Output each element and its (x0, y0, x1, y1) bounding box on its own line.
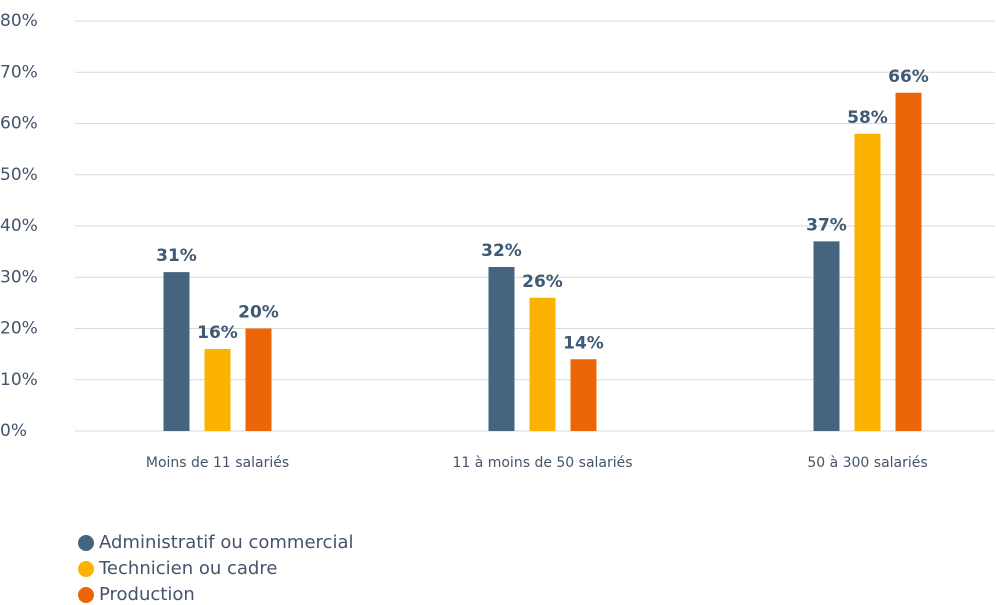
legend-label: Administratif ou commercial (99, 532, 353, 553)
bar (245, 328, 272, 431)
bar (163, 272, 190, 431)
legend-marker (78, 587, 94, 603)
y-tick-label: 40% (0, 216, 38, 236)
value-label: 31% (156, 246, 197, 266)
y-tick-label: 0% (0, 421, 27, 441)
value-label: 20% (238, 303, 279, 323)
bar (895, 92, 922, 431)
bar (813, 241, 840, 431)
value-label: 32% (481, 241, 522, 261)
value-label: 14% (563, 333, 604, 353)
y-tick-label: 20% (0, 319, 38, 339)
y-tick-label: 70% (0, 62, 38, 82)
bar (570, 359, 597, 431)
legend-marker (78, 535, 94, 551)
value-label: 37% (806, 215, 847, 235)
legend-label: Production (99, 584, 195, 605)
value-label: 26% (522, 272, 563, 292)
y-tick-label: 80% (0, 11, 38, 31)
y-tick-label: 50% (0, 165, 38, 185)
x-tick-label: 50 à 300 salariés (807, 455, 927, 471)
x-tick-label: Moins de 11 salariés (146, 455, 289, 471)
legend-marker (78, 561, 94, 577)
y-tick-label: 10% (0, 370, 38, 390)
legend-label: Technicien ou cadre (98, 558, 277, 579)
value-label: 58% (847, 108, 888, 128)
bar (854, 133, 881, 431)
y-tick-label: 30% (0, 267, 38, 287)
bar (488, 267, 515, 431)
x-tick-label: 11 à moins de 50 salariés (452, 455, 632, 471)
value-label: 66% (888, 67, 929, 87)
bar (204, 349, 231, 431)
y-tick-label: 60% (0, 114, 38, 134)
bar (529, 297, 556, 431)
value-label: 16% (197, 323, 238, 343)
